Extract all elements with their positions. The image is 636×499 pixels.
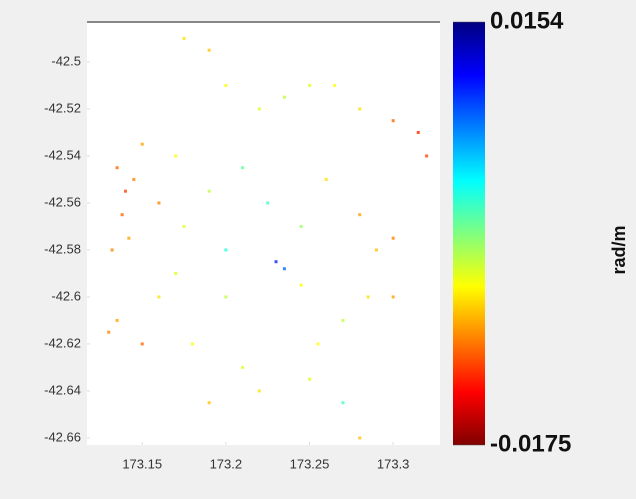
point <box>282 267 286 271</box>
y-tick-label: -42.6 <box>51 288 81 303</box>
point <box>115 166 119 170</box>
point <box>374 248 378 252</box>
y-tick-label: -42.5 <box>51 53 81 68</box>
point <box>207 48 211 52</box>
point <box>316 342 320 346</box>
point <box>358 213 362 217</box>
point <box>425 154 429 158</box>
point <box>333 83 337 87</box>
point <box>127 236 131 240</box>
colorbar-label: rad/m <box>609 225 629 274</box>
point <box>257 389 261 393</box>
y-tick-label: -42.62 <box>44 335 81 350</box>
point <box>224 248 228 252</box>
point <box>299 283 303 287</box>
point <box>190 342 194 346</box>
point <box>132 177 136 181</box>
point <box>182 224 186 228</box>
x-tick-label: 173.2 <box>210 456 243 471</box>
point <box>341 318 345 322</box>
colorbar-tick-label: 0.0154 <box>490 7 564 34</box>
point <box>241 365 245 369</box>
point <box>241 166 245 170</box>
point <box>174 271 178 275</box>
point <box>358 436 362 440</box>
y-tick-label: -42.54 <box>44 147 81 162</box>
point <box>416 130 420 134</box>
point <box>391 236 395 240</box>
point <box>110 248 114 252</box>
point <box>224 83 228 87</box>
x-tick-label: 173.3 <box>377 456 410 471</box>
point <box>115 318 119 322</box>
y-tick-label: -42.66 <box>44 429 81 444</box>
colorbar-tick-label: -0.0175 <box>490 430 571 457</box>
point <box>257 107 261 111</box>
point <box>266 201 270 205</box>
point <box>140 142 144 146</box>
point <box>391 295 395 299</box>
point <box>207 189 211 193</box>
x-tick-label: 173.15 <box>122 456 162 471</box>
point <box>358 107 362 111</box>
plot-area <box>87 22 440 445</box>
point <box>391 119 395 123</box>
colorbar <box>453 22 485 445</box>
point <box>120 213 124 217</box>
point <box>157 295 161 299</box>
point <box>207 401 211 405</box>
y-tick-label: -42.52 <box>44 100 81 115</box>
point <box>366 295 370 299</box>
y-tick-label: -42.58 <box>44 241 81 256</box>
x-tick-label: 173.25 <box>290 456 330 471</box>
point <box>274 260 278 264</box>
point <box>157 201 161 205</box>
y-tick-label: -42.56 <box>44 194 81 209</box>
point <box>123 189 127 193</box>
point <box>282 95 286 99</box>
point <box>140 342 144 346</box>
point <box>308 83 312 87</box>
point <box>308 377 312 381</box>
point <box>324 177 328 181</box>
point <box>182 36 186 40</box>
point <box>299 224 303 228</box>
point <box>341 401 345 405</box>
point <box>224 295 228 299</box>
point <box>174 154 178 158</box>
y-tick-label: -42.64 <box>44 382 81 397</box>
point <box>107 330 111 334</box>
